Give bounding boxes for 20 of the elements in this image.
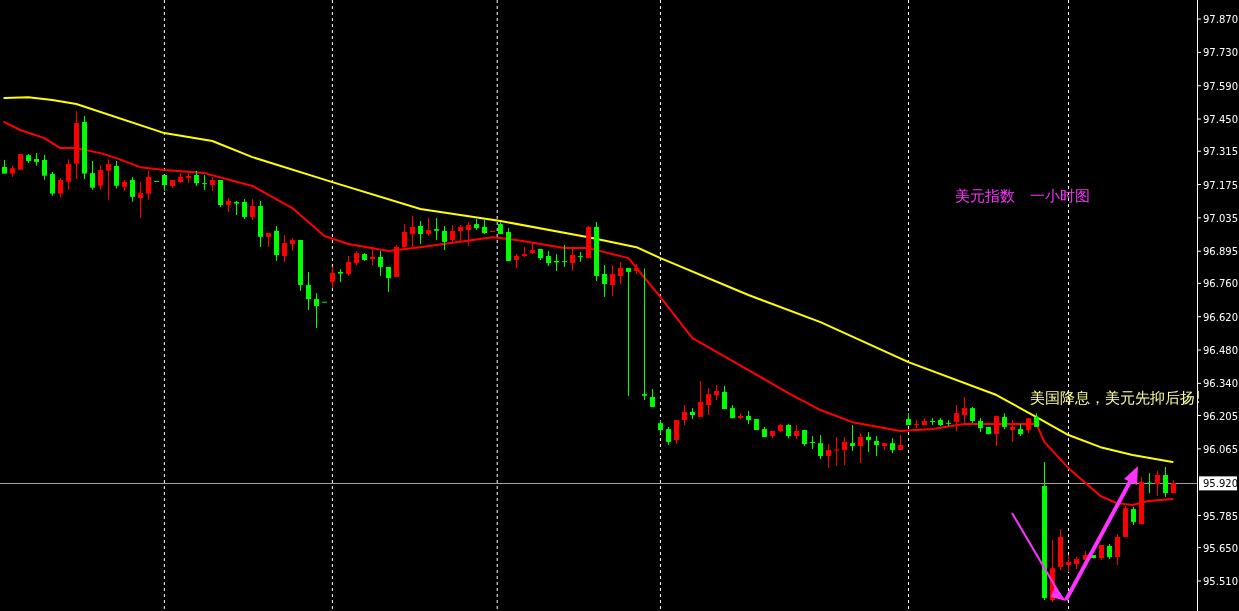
y-tick-label: 96.205	[1203, 410, 1238, 422]
y-tick-label: 95.650	[1203, 542, 1238, 554]
y-tick-label: 96.895	[1203, 246, 1238, 258]
y-tick-label: 95.510	[1203, 576, 1238, 587]
y-tick-label: 97.035	[1203, 212, 1238, 224]
y-tick-label: 95.785	[1203, 510, 1238, 522]
y-tick-label: 96.340	[1203, 378, 1238, 390]
y-tick-label: 97.175	[1203, 179, 1238, 191]
y-tick-label: 97.315	[1203, 146, 1238, 158]
y-tick-label: 96.760	[1203, 278, 1238, 290]
y-tick-label: 97.450	[1203, 114, 1238, 126]
ref-line-label: 95.920	[1203, 478, 1238, 490]
y-tick-label: 96.065	[1203, 443, 1238, 455]
y-tick-label: 96.480	[1203, 345, 1238, 357]
y-tick-label: 96.620	[1203, 311, 1238, 323]
annotation: 美国降息，美元先抑后扬!	[1030, 389, 1202, 407]
y-tick-label: 97.870	[1203, 14, 1238, 26]
y-tick-label: 97.730	[1203, 47, 1238, 59]
text: 美元指数 一小时图	[955, 187, 1090, 205]
y-tick-label: 97.590	[1203, 80, 1238, 92]
